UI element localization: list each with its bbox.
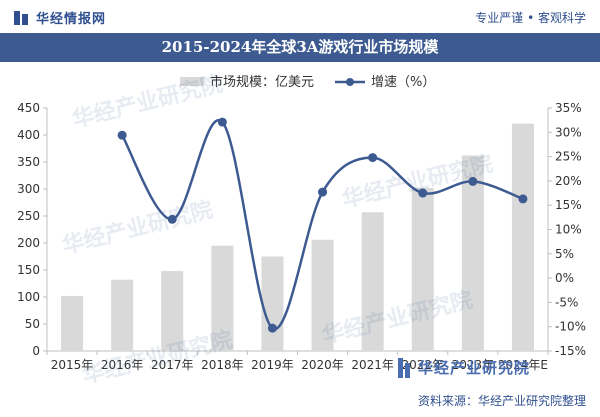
growth-point: [267, 323, 277, 333]
y-right-tick-label: 15%: [555, 198, 582, 212]
growth-point: [117, 130, 127, 140]
y-right-tick-label: -15%: [555, 344, 586, 358]
x-tick-label: 2020年: [301, 358, 344, 372]
y-right-tick-label: -5%: [555, 295, 578, 309]
y-left-tick-label: 300: [17, 182, 40, 196]
bar: [361, 212, 384, 351]
bar: [461, 155, 484, 351]
title-bar: 2015-2024年全球3A游戏行业市场规模: [0, 33, 600, 62]
x-tick-label: 2023年: [452, 358, 495, 372]
growth-line: [121, 118, 524, 330]
brand-logo-icon: [14, 10, 30, 25]
y-left-tick-label: 50: [25, 317, 40, 331]
x-tick-label: 2017年: [151, 358, 194, 372]
brand: 华经情报网: [14, 8, 106, 27]
footer-logo-text: 华经产业研究院: [418, 359, 531, 377]
source-note: 资料来源：华经产业研究院整理: [417, 394, 586, 408]
y-left-tick-label: 200: [17, 236, 40, 250]
chart-title: 2015-2024年全球3A游戏行业市场规模: [161, 38, 439, 56]
y-left-tick-label: 100: [17, 290, 40, 304]
footer-logo-icon: [398, 357, 412, 378]
bar: [511, 123, 534, 351]
y-left-tick-label: 250: [17, 209, 40, 223]
growth-point: [368, 153, 378, 163]
legend-line-label: 增速（%）: [371, 75, 435, 90]
bar: [261, 256, 284, 351]
growth-point: [318, 187, 328, 197]
legend-bar-swatch: [180, 77, 204, 86]
x-tick-label: 2019年: [251, 358, 294, 372]
x-tick-label: 2016年: [101, 358, 144, 372]
legend-line-marker: [346, 78, 354, 86]
slogan: 专业严谨 • 客观科学: [475, 11, 586, 25]
header: 华经情报网 专业严谨 • 客观科学: [0, 0, 600, 32]
growth-point: [217, 117, 227, 127]
y-right-tick-label: 25%: [555, 150, 582, 164]
y-right-tick-label: 20%: [555, 174, 582, 188]
y-right-tick-label: -10%: [555, 320, 586, 334]
y-left-tick-label: 400: [17, 128, 40, 142]
y-left-tick-label: 350: [17, 155, 40, 169]
y-left-tick-label: 150: [17, 263, 40, 277]
y-right-tick-label: 30%: [555, 125, 582, 139]
bar: [311, 239, 334, 351]
bar: [161, 271, 184, 351]
y-right-tick-label: 5%: [555, 247, 574, 261]
bar: [61, 295, 84, 351]
bar: [211, 245, 234, 351]
bar: [411, 187, 434, 351]
y-left-tick-label: 0: [32, 344, 40, 358]
x-tick-label: 2024年E: [498, 358, 548, 372]
bar: [111, 279, 134, 351]
y-right-tick-label: 35%: [555, 101, 582, 115]
footer-logo: 华经产业研究院: [398, 357, 530, 378]
y-right-tick-label: 10%: [555, 223, 582, 237]
growth-point: [167, 214, 177, 224]
x-tick-label: 2015年: [51, 358, 94, 372]
x-tick-label: 2022年: [401, 358, 444, 372]
legend-bar-label: 市场规模：亿美元: [210, 74, 314, 90]
growth-point: [518, 194, 528, 204]
growth-point: [418, 188, 428, 198]
growth-point: [468, 176, 478, 186]
x-tick-label: 2021年: [351, 358, 394, 372]
brand-name: 华经情报网: [36, 12, 107, 27]
x-tick-label: 2018年: [201, 358, 244, 372]
y-right-tick-label: 0%: [555, 271, 574, 285]
y-left-tick-label: 450: [17, 101, 40, 115]
chart: 0 50 100 150 200 250 300 350 400 450 -15% -10% -5% 0%…: [17, 74, 586, 372]
